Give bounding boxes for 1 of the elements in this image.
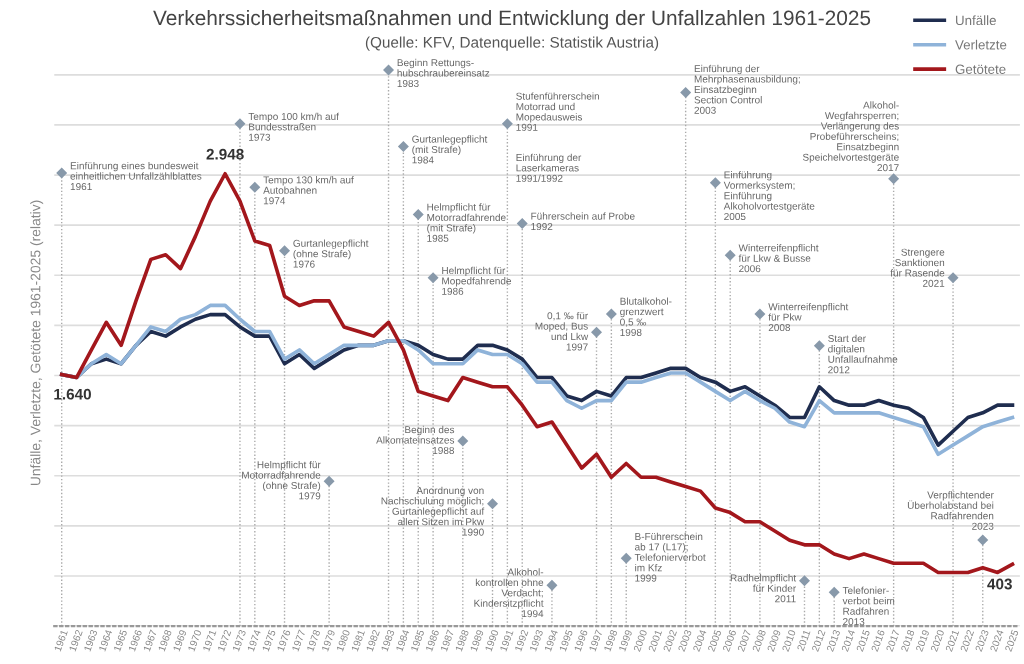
chart-title: Verkehrssicherheitsmaßnahmen und Entwicklung der Unfallzahlen 1961-2025 — [153, 9, 871, 30]
